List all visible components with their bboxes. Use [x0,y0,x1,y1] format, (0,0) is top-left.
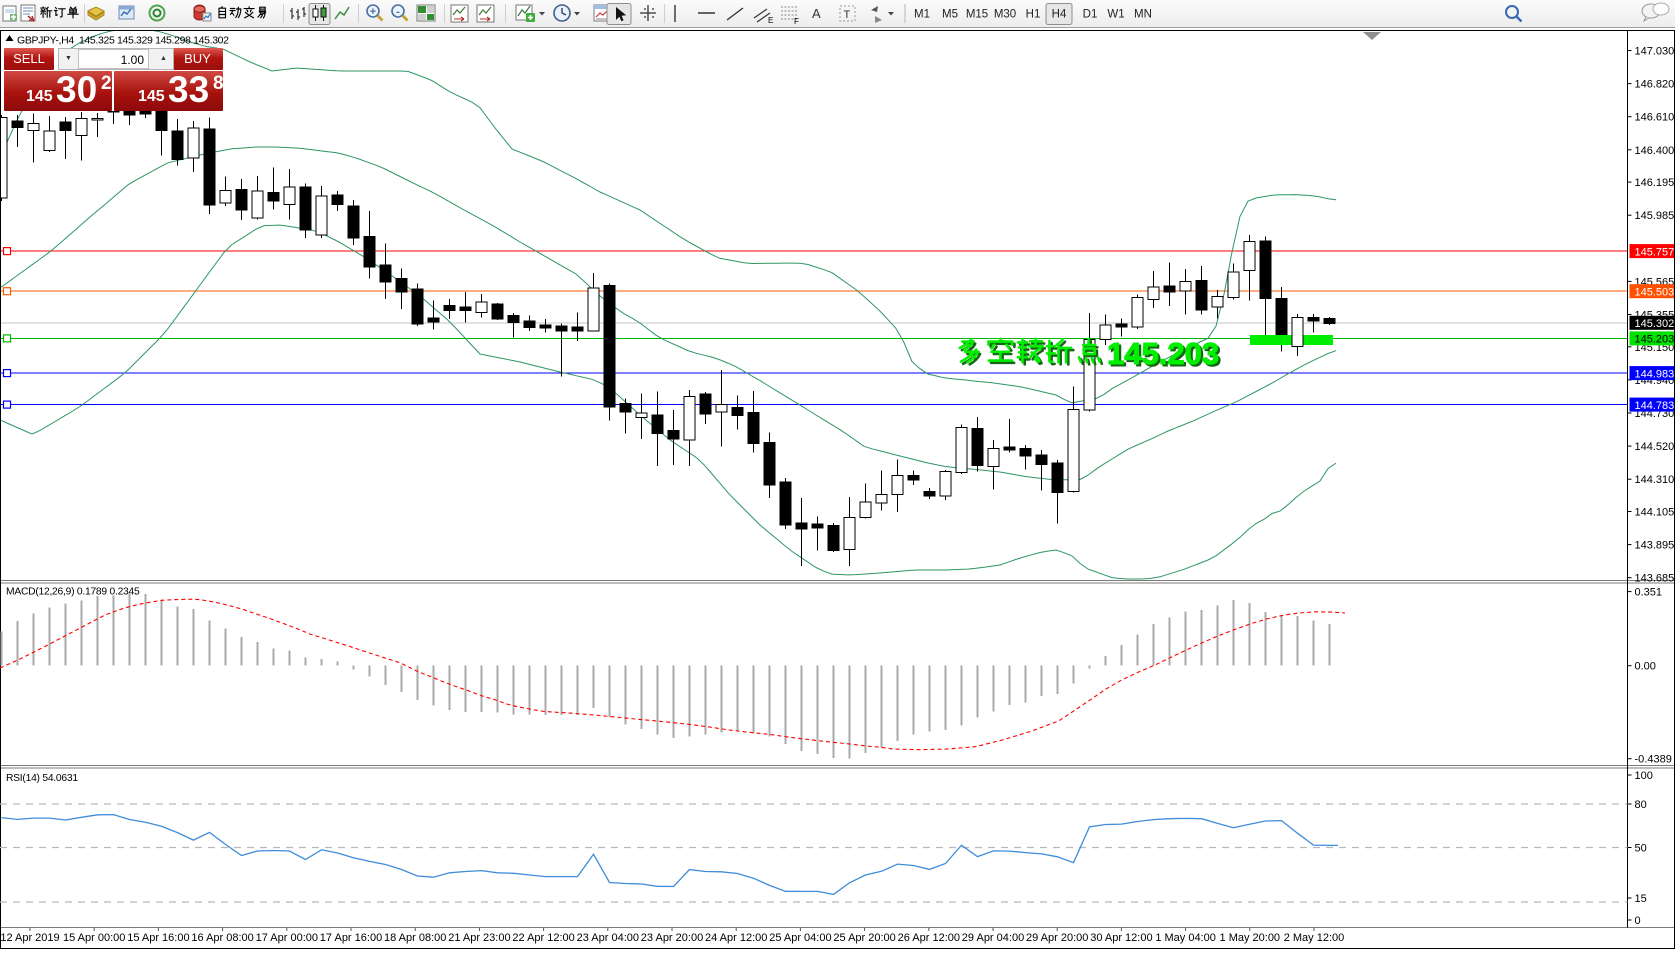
svg-text:17 Apr 00:00: 17 Apr 00:00 [256,932,318,944]
svg-text:M1: M1 [914,9,930,21]
svg-text:24 Apr 12:00: 24 Apr 12:00 [705,932,767,944]
svg-text:144.783: 144.783 [1635,400,1675,412]
svg-text:143.895: 143.895 [1635,540,1675,552]
svg-text:21 Apr 23:00: 21 Apr 23:00 [448,932,510,944]
svg-text:W1: W1 [1107,9,1124,21]
svg-text:17 Apr 16:00: 17 Apr 16:00 [320,932,382,944]
svg-text:-: - [396,6,400,18]
svg-text:M15: M15 [966,9,988,21]
svg-text:-0.4389: -0.4389 [1635,754,1672,766]
svg-text:0: 0 [1635,915,1641,927]
svg-text:146.610: 146.610 [1635,112,1675,124]
svg-text:MACD(12,26,9) 0.1789 0.2345: MACD(12,26,9) 0.1789 0.2345 [6,587,140,598]
svg-text:23 Apr 04:00: 23 Apr 04:00 [577,932,639,944]
svg-text:146.195: 146.195 [1635,177,1675,189]
svg-text:0.351: 0.351 [1635,587,1663,599]
svg-text:E: E [768,16,773,25]
svg-text:144.310: 144.310 [1635,474,1675,486]
svg-text:15 Apr 00:00: 15 Apr 00:00 [63,932,125,944]
svg-text:M30: M30 [994,9,1016,21]
svg-text:23 Apr 20:00: 23 Apr 20:00 [641,932,703,944]
svg-text:144.520: 144.520 [1635,441,1675,453]
svg-text:18 Apr 08:00: 18 Apr 08:00 [384,932,446,944]
svg-text:29 Apr 20:00: 29 Apr 20:00 [1026,932,1088,944]
svg-text:143.685: 143.685 [1635,573,1675,585]
svg-text:16 Apr 08:00: 16 Apr 08:00 [191,932,253,944]
svg-text:145.503: 145.503 [1635,286,1675,298]
svg-text:26 Apr 12:00: 26 Apr 12:00 [898,932,960,944]
svg-text:2 May 12:00: 2 May 12:00 [1284,932,1345,944]
svg-text:12 Apr 2019: 12 Apr 2019 [0,932,59,944]
svg-text:15 Apr 16:00: 15 Apr 16:00 [127,932,189,944]
svg-text:T: T [844,9,851,21]
svg-text:F: F [794,17,799,26]
svg-text:RSI(14) 54.0631: RSI(14) 54.0631 [6,773,78,784]
svg-text:144.105: 144.105 [1635,507,1675,519]
svg-text:29 Apr 04:00: 29 Apr 04:00 [962,932,1024,944]
svg-text:D1: D1 [1083,9,1098,21]
svg-text:H4: H4 [1052,9,1067,21]
svg-text:MN: MN [1134,9,1152,21]
svg-text:145.203: 145.203 [1109,338,1221,373]
svg-text:100: 100 [1635,770,1653,782]
svg-text:+: + [370,6,376,18]
svg-text:M5: M5 [942,9,958,21]
svg-text:144.983: 144.983 [1635,368,1675,380]
svg-text:A: A [812,6,821,21]
svg-text:80: 80 [1635,799,1647,811]
svg-text:0.00: 0.00 [1635,661,1656,673]
svg-text:22 Apr 12:00: 22 Apr 12:00 [512,932,574,944]
svg-text:15: 15 [1635,893,1647,905]
svg-text:1 May 04:00: 1 May 04:00 [1155,932,1216,944]
svg-text:145.985: 145.985 [1635,210,1675,222]
svg-text:25 Apr 04:00: 25 Apr 04:00 [769,932,831,944]
svg-text:145.203: 145.203 [1107,336,1219,371]
svg-text:50: 50 [1635,843,1647,855]
svg-text:147.030: 147.030 [1635,46,1675,58]
svg-text:145.302: 145.302 [1635,318,1675,330]
svg-text:146.400: 146.400 [1635,145,1675,157]
svg-text:146.820: 146.820 [1635,79,1675,91]
svg-text:GBPJPY-,H4 145.325 145.329 14: GBPJPY-,H4 145.325 145.329 145.298 145.3… [17,35,229,47]
svg-text:H1: H1 [1026,9,1041,21]
svg-text:30 Apr 12:00: 30 Apr 12:00 [1090,932,1152,944]
svg-text:145.203: 145.203 [1635,334,1675,346]
svg-text:1 May 20:00: 1 May 20:00 [1220,932,1281,944]
svg-text:145.757: 145.757 [1635,246,1675,258]
svg-text:25 Apr 20:00: 25 Apr 20:00 [833,932,895,944]
